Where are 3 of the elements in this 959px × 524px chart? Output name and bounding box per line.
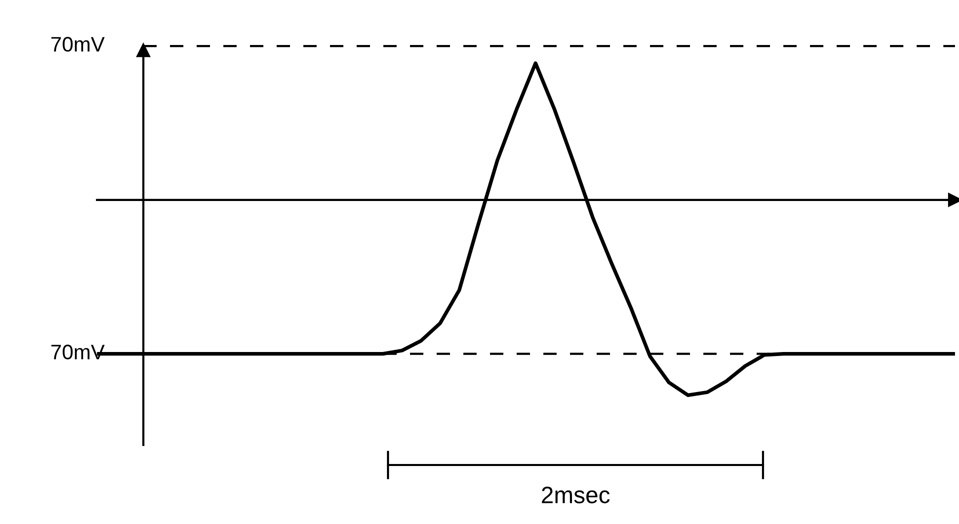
text: 2msec (542, 486, 610, 504)
ref-line-label: 70mV (51, 344, 105, 360)
ref-line-label: 70mV (51, 36, 105, 52)
